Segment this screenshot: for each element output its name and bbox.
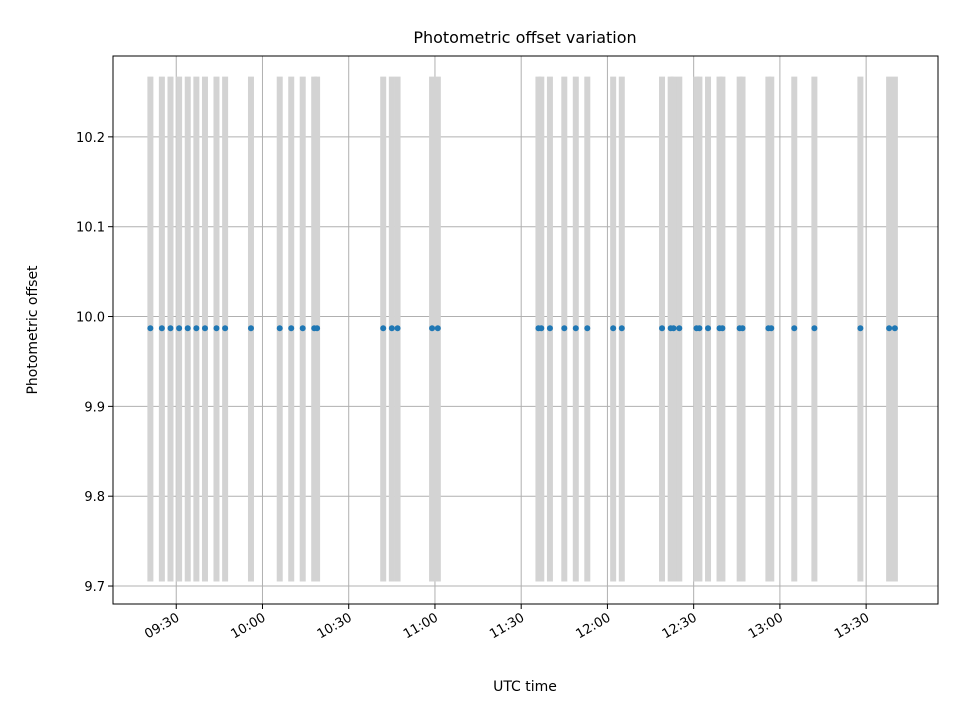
data-point <box>201 325 208 332</box>
data-point <box>857 325 864 332</box>
data-point <box>147 325 154 332</box>
data-point <box>158 325 165 332</box>
y-tick-label: 9.8 <box>84 490 105 505</box>
data-point <box>167 325 174 332</box>
data-point <box>584 325 591 332</box>
data-point <box>538 325 545 332</box>
data-point <box>429 325 436 332</box>
y-tick-label: 10.0 <box>76 311 105 326</box>
data-point <box>434 325 441 332</box>
data-point <box>193 325 200 332</box>
data-point <box>276 325 283 332</box>
plot-frame <box>112 55 939 605</box>
data-point <box>572 325 579 332</box>
data-point <box>561 325 568 332</box>
chart-title: Photometric offset variation <box>413 28 636 47</box>
data-point <box>705 325 712 332</box>
data-point <box>659 325 666 332</box>
data-point <box>184 325 191 332</box>
data-point <box>719 325 726 332</box>
data-point <box>388 325 395 332</box>
data-point <box>247 325 254 332</box>
data-point <box>546 325 553 332</box>
data-point <box>618 325 625 332</box>
data-point <box>299 325 306 332</box>
data-points <box>147 325 898 332</box>
data-point <box>676 325 683 332</box>
data-point <box>891 325 898 332</box>
y-tick-label: 9.7 <box>84 580 105 595</box>
data-point <box>314 325 321 332</box>
y-tick-label: 9.9 <box>84 400 105 415</box>
data-point <box>768 325 775 332</box>
data-point <box>222 325 229 332</box>
data-point <box>380 325 387 332</box>
data-point <box>696 325 703 332</box>
y-tick-label: 10.1 <box>76 221 105 236</box>
y-axis: 9.7 9.8 9.9 10.0 10.1 10.2 <box>76 131 113 595</box>
x-axis-title: UTC time <box>493 679 557 695</box>
data-point <box>288 325 295 332</box>
data-point <box>176 325 183 332</box>
data-point <box>886 325 893 332</box>
data-point <box>610 325 617 332</box>
data-point <box>670 325 677 332</box>
data-point <box>213 325 220 332</box>
data-point <box>811 325 818 332</box>
data-point <box>394 325 401 332</box>
y-axis-title: Photometric offset <box>25 265 41 395</box>
y-tick-label: 10.2 <box>76 131 105 146</box>
data-point <box>791 325 798 332</box>
data-point <box>739 325 746 332</box>
